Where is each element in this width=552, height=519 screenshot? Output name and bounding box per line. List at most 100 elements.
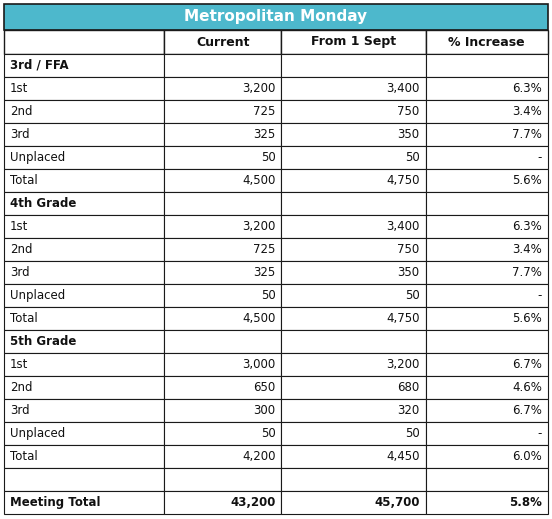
- Text: 300: 300: [253, 404, 275, 417]
- Bar: [164, 169, 282, 192]
- Bar: [4, 100, 164, 123]
- Bar: [164, 54, 282, 77]
- Text: 3rd / FFA: 3rd / FFA: [10, 59, 68, 72]
- Bar: [164, 330, 282, 353]
- Bar: [282, 169, 426, 192]
- Bar: [4, 399, 164, 422]
- Bar: [426, 238, 548, 261]
- Bar: [282, 77, 426, 100]
- Bar: [282, 284, 426, 307]
- Bar: [426, 307, 548, 330]
- Bar: [426, 491, 548, 514]
- Bar: [282, 330, 426, 353]
- Text: 5.6%: 5.6%: [512, 174, 542, 187]
- Bar: [4, 215, 164, 238]
- Text: 50: 50: [405, 151, 420, 164]
- Bar: [282, 123, 426, 146]
- Text: 325: 325: [253, 266, 275, 279]
- Text: Meeting Total: Meeting Total: [10, 496, 100, 509]
- Bar: [4, 376, 164, 399]
- Bar: [426, 215, 548, 238]
- Text: 3,200: 3,200: [242, 220, 275, 233]
- Bar: [282, 192, 426, 215]
- Bar: [426, 284, 548, 307]
- Bar: [4, 4, 548, 30]
- Bar: [4, 445, 164, 468]
- Bar: [164, 192, 282, 215]
- Text: Unplaced: Unplaced: [10, 289, 65, 302]
- Bar: [4, 353, 164, 376]
- Bar: [4, 123, 164, 146]
- Bar: [426, 30, 548, 54]
- Text: 4,750: 4,750: [386, 174, 420, 187]
- Text: 3,200: 3,200: [386, 358, 420, 371]
- Text: 4,750: 4,750: [386, 312, 420, 325]
- Bar: [282, 422, 426, 445]
- Text: Total: Total: [10, 174, 38, 187]
- Bar: [4, 146, 164, 169]
- Text: 5th Grade: 5th Grade: [10, 335, 76, 348]
- Text: Unplaced: Unplaced: [10, 151, 65, 164]
- Text: 45,700: 45,700: [374, 496, 420, 509]
- Text: Total: Total: [10, 450, 38, 463]
- Bar: [426, 54, 548, 77]
- Text: % Increase: % Increase: [448, 35, 525, 48]
- Bar: [4, 77, 164, 100]
- Text: 3rd: 3rd: [10, 404, 30, 417]
- Text: 4.6%: 4.6%: [512, 381, 542, 394]
- Bar: [426, 330, 548, 353]
- Text: 320: 320: [397, 404, 420, 417]
- Text: 325: 325: [253, 128, 275, 141]
- Bar: [4, 422, 164, 445]
- Bar: [4, 238, 164, 261]
- Bar: [426, 422, 548, 445]
- Bar: [164, 468, 282, 491]
- Bar: [164, 30, 282, 54]
- Bar: [426, 399, 548, 422]
- Bar: [282, 376, 426, 399]
- Text: From 1 Sept: From 1 Sept: [311, 35, 396, 48]
- Bar: [426, 123, 548, 146]
- Bar: [426, 468, 548, 491]
- Bar: [164, 215, 282, 238]
- Text: 750: 750: [397, 243, 420, 256]
- Bar: [282, 491, 426, 514]
- Bar: [426, 261, 548, 284]
- Text: 43,200: 43,200: [230, 496, 275, 509]
- Bar: [164, 491, 282, 514]
- Bar: [426, 77, 548, 100]
- Bar: [164, 353, 282, 376]
- Text: -: -: [538, 289, 542, 302]
- Text: 5.8%: 5.8%: [509, 496, 542, 509]
- Text: 4,500: 4,500: [242, 312, 275, 325]
- Text: Metropolitan Monday: Metropolitan Monday: [184, 9, 368, 24]
- Bar: [282, 146, 426, 169]
- Text: Unplaced: Unplaced: [10, 427, 65, 440]
- Text: 4,200: 4,200: [242, 450, 275, 463]
- Text: 4,500: 4,500: [242, 174, 275, 187]
- Text: -: -: [538, 427, 542, 440]
- Bar: [164, 146, 282, 169]
- Bar: [282, 238, 426, 261]
- Bar: [282, 54, 426, 77]
- Text: 3rd: 3rd: [10, 128, 30, 141]
- Text: 2nd: 2nd: [10, 243, 33, 256]
- Bar: [164, 261, 282, 284]
- Bar: [164, 123, 282, 146]
- Text: 680: 680: [397, 381, 420, 394]
- Bar: [4, 261, 164, 284]
- Bar: [4, 307, 164, 330]
- Text: 7.7%: 7.7%: [512, 128, 542, 141]
- Text: 1st: 1st: [10, 220, 28, 233]
- Bar: [4, 330, 164, 353]
- Bar: [164, 399, 282, 422]
- Text: 3,400: 3,400: [386, 220, 420, 233]
- Bar: [282, 399, 426, 422]
- Bar: [4, 30, 164, 54]
- Bar: [426, 100, 548, 123]
- Text: 6.0%: 6.0%: [512, 450, 542, 463]
- Bar: [282, 353, 426, 376]
- Bar: [4, 468, 164, 491]
- Bar: [164, 238, 282, 261]
- Bar: [164, 77, 282, 100]
